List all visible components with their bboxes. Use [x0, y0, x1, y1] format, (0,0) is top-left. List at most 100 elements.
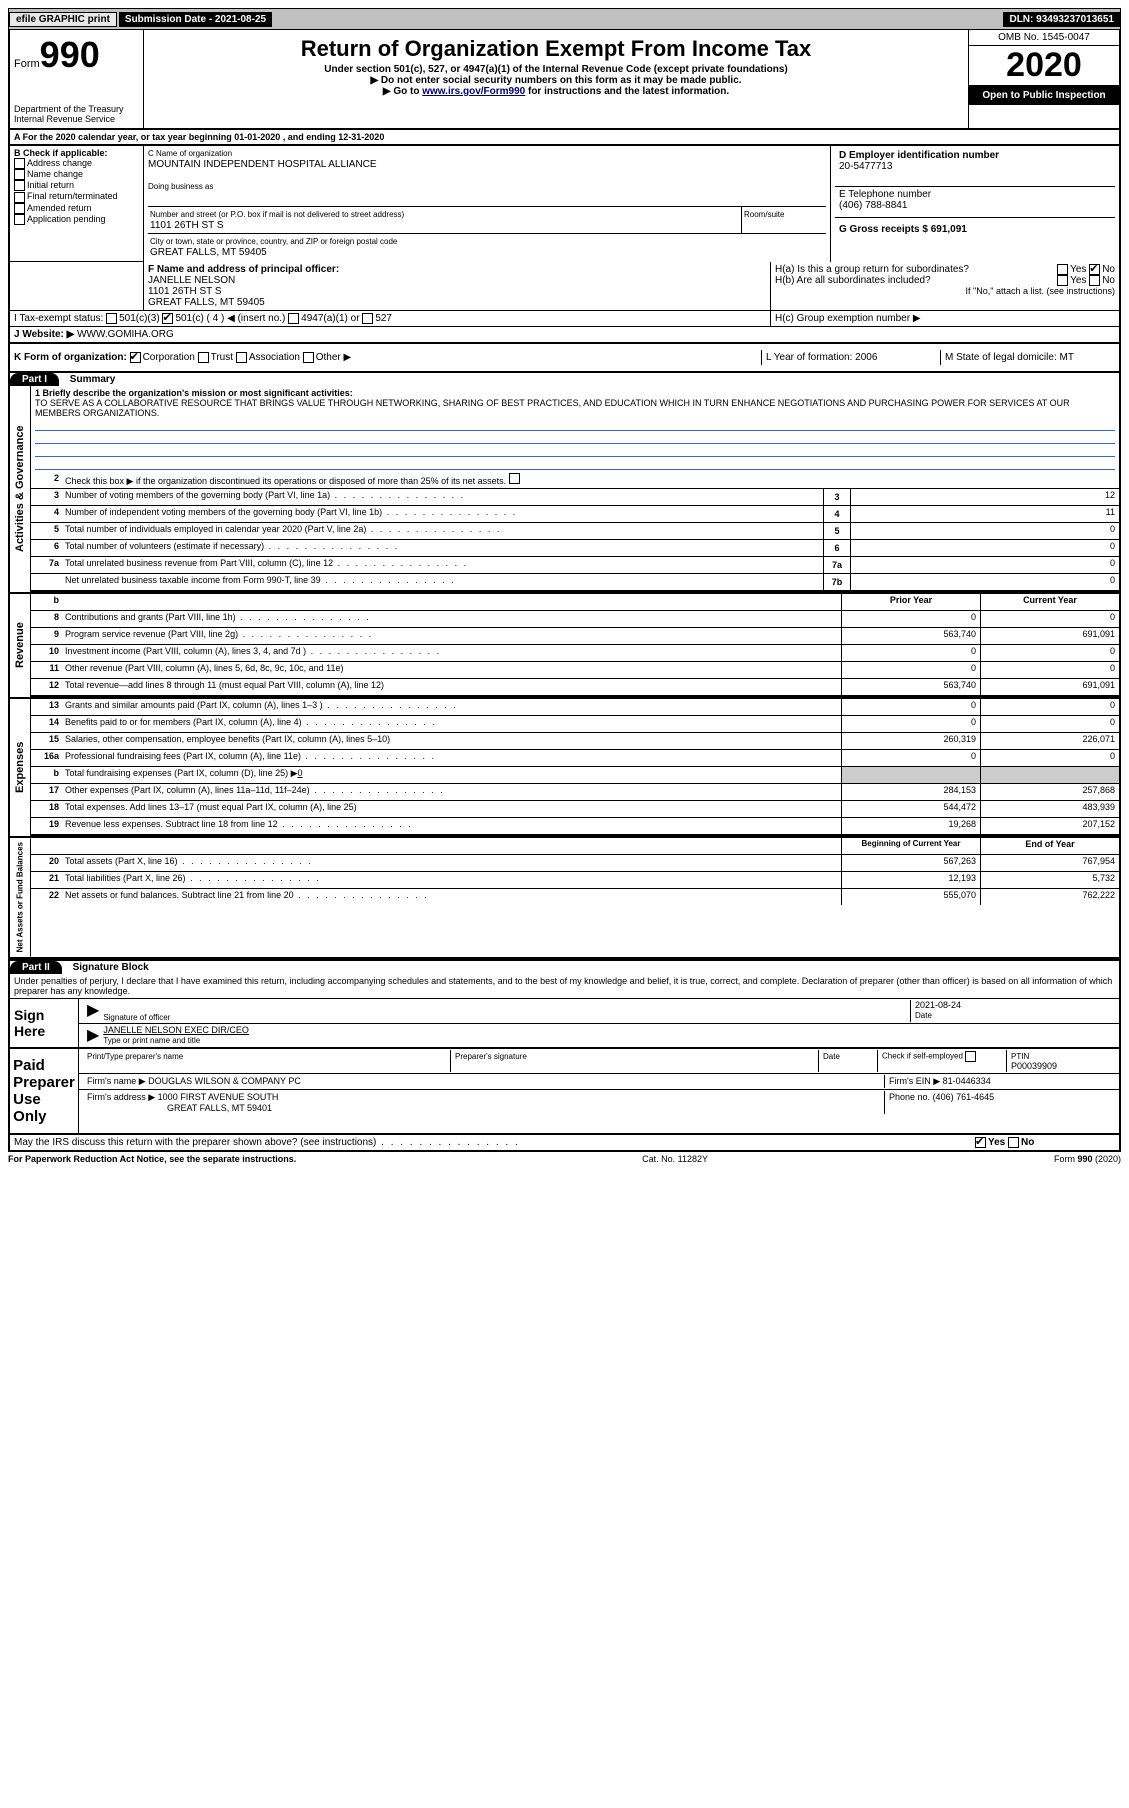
firm-ein-label: Firm's EIN ▶: [889, 1076, 940, 1086]
current-year-hdr: Current Year: [980, 594, 1119, 610]
form-title: Return of Organization Exempt From Incom…: [148, 36, 964, 62]
val-5: 0: [850, 523, 1119, 539]
527-check[interactable]: [362, 313, 373, 324]
officer-name: JANELLE NELSON: [148, 275, 235, 286]
val-4: 11: [850, 506, 1119, 522]
discuss-yes-check[interactable]: [975, 1137, 986, 1148]
sig-date: 2021-08-24: [915, 1000, 961, 1010]
ha-no[interactable]: [1089, 264, 1100, 275]
assoc-check[interactable]: [236, 352, 247, 363]
address-change-check[interactable]: [14, 158, 25, 169]
omb-number: OMB No. 1545-0047: [969, 30, 1119, 46]
initial-return-check[interactable]: [14, 180, 25, 191]
sig-date-label: Date: [915, 1011, 932, 1020]
hb-no[interactable]: [1089, 275, 1100, 286]
room-label: Room/suite: [744, 210, 784, 219]
officer-typed-name: JANELLE NELSON EXEC DIR/CEO: [103, 1025, 249, 1035]
val-7a: 0: [850, 557, 1119, 573]
firm-name: DOUGLAS WILSON & COMPANY PC: [148, 1076, 301, 1086]
hb-note: If "No," attach a list. (see instruction…: [775, 286, 1115, 296]
addr-label: Number and street (or P.O. box if mail i…: [150, 210, 404, 219]
dept-irs: Internal Revenue Service: [14, 114, 139, 124]
officer-label: F Name and address of principal officer:: [148, 264, 339, 275]
mission-text: TO SERVE AS A COLLABORATIVE RESOURCE THA…: [35, 398, 1070, 418]
website-value: WWW.GOMIHA.ORG: [77, 329, 174, 340]
form-org-label: K Form of organization:: [14, 352, 127, 363]
footer-right: Form 990 (2020): [1054, 1154, 1121, 1164]
501c3-check[interactable]: [106, 313, 117, 324]
ha-yes[interactable]: [1057, 264, 1068, 275]
state-domicile: M State of legal domicile: MT: [940, 350, 1119, 365]
firm-ein: 81-0446334: [943, 1076, 991, 1086]
trust-check[interactable]: [198, 352, 209, 363]
firm-addr2: GREAT FALLS, MT 59401: [167, 1103, 272, 1113]
name-change-check[interactable]: [14, 169, 25, 180]
form-number: Form990: [14, 34, 139, 76]
amended-return-check[interactable]: [14, 203, 25, 214]
firm-name-label: Firm's name ▶: [87, 1076, 146, 1086]
line2-check[interactable]: [509, 473, 520, 484]
ptin-value: P00039909: [1011, 1061, 1057, 1071]
4947-check[interactable]: [288, 313, 299, 324]
paid-preparer-label: Paid Preparer Use Only: [10, 1049, 78, 1133]
hc-label: H(c) Group exemption number ▶: [770, 311, 1119, 326]
hb-label: H(b) Are all subordinates included?: [775, 275, 931, 286]
hb-yes[interactable]: [1057, 275, 1068, 286]
form-header: Form990 Department of the Treasury Inter…: [8, 30, 1121, 130]
line-a: A For the 2020 calendar year, or tax yea…: [8, 130, 1121, 146]
footer-left: For Paperwork Reduction Act Notice, see …: [8, 1154, 296, 1164]
city-label: City or town, state or province, country…: [150, 237, 397, 246]
other-check[interactable]: [303, 352, 314, 363]
typed-name-label: Type or print name and title: [103, 1036, 200, 1045]
org-name: MOUNTAIN INDEPENDENT HOSPITAL ALLIANCE: [148, 159, 377, 170]
val-7b: 0: [850, 574, 1119, 590]
phone-label: E Telephone number: [839, 189, 931, 200]
discuss-no-check[interactable]: [1008, 1137, 1019, 1148]
gross-receipts: G Gross receipts $ 691,091: [839, 224, 967, 235]
application-pending-check[interactable]: [14, 214, 25, 225]
ha-label: H(a) Is this a group return for subordin…: [775, 264, 969, 275]
corp-check[interactable]: [130, 352, 141, 363]
firm-phone-label: Phone no.: [889, 1092, 930, 1102]
sign-here-label: Sign Here: [10, 999, 78, 1047]
prep-sig-label: Preparer's signature: [455, 1052, 527, 1061]
dln: DLN: 93493237013651: [1003, 12, 1120, 27]
prep-name-label: Print/Type preparer's name: [87, 1052, 183, 1061]
tax-year: 2020: [969, 46, 1119, 86]
footer-center: Cat. No. 11282Y: [642, 1154, 708, 1164]
officer-addr2: GREAT FALLS, MT 59405: [148, 297, 265, 308]
vtab-net-assets: Net Assets or Fund Balances: [10, 838, 31, 956]
efile-btn[interactable]: efile GRAPHIC print: [9, 12, 117, 27]
subtitle-1: Under section 501(c), 527, or 4947(a)(1)…: [148, 64, 964, 75]
part2-tab: Part II: [10, 961, 62, 974]
org-name-label: C Name of organization: [148, 149, 232, 158]
self-employed-check[interactable]: [965, 1051, 976, 1062]
firm-addr-label: Firm's address ▶: [87, 1092, 155, 1102]
vtab-expenses: Expenses: [10, 699, 31, 836]
part2-title: Signature Block: [73, 962, 149, 973]
city-state-zip: GREAT FALLS, MT 59405: [150, 247, 267, 258]
firm-addr1: 1000 FIRST AVENUE SOUTH: [158, 1092, 279, 1102]
submission-date: Submission Date - 2021-08-25: [119, 12, 272, 27]
mission-q: 1 Briefly describe the organization's mi…: [35, 388, 353, 398]
sig-declaration: Under penalties of perjury, I declare th…: [8, 974, 1121, 999]
irs-link[interactable]: www.irs.gov/Form990: [422, 86, 525, 97]
street-address: 1101 26TH ST S: [150, 220, 224, 231]
arrow-icon: ▶: [83, 1025, 103, 1045]
end-year-hdr: End of Year: [980, 838, 1119, 854]
box-b-title: B Check if applicable:: [14, 148, 108, 158]
officer-addr1: 1101 26TH ST S: [148, 286, 222, 297]
final-return-check[interactable]: [14, 192, 25, 203]
ein-label: D Employer identification number: [839, 150, 999, 161]
discuss-question: May the IRS discuss this return with the…: [10, 1135, 971, 1150]
website-label: J Website: ▶: [14, 329, 74, 340]
beginning-year-hdr: Beginning of Current Year: [841, 838, 980, 854]
prior-year-hdr: Prior Year: [841, 594, 980, 610]
ptin-label: PTIN: [1011, 1052, 1029, 1061]
vtab-revenue: Revenue: [10, 594, 31, 697]
vtab-governance: Activities & Governance: [10, 386, 31, 592]
501c-check[interactable]: [162, 313, 173, 324]
subtitle-2: ▶ Do not enter social security numbers o…: [148, 75, 964, 86]
subtitle-3: ▶ Go to www.irs.gov/Form990 for instruct…: [148, 86, 964, 97]
val-6: 0: [850, 540, 1119, 556]
